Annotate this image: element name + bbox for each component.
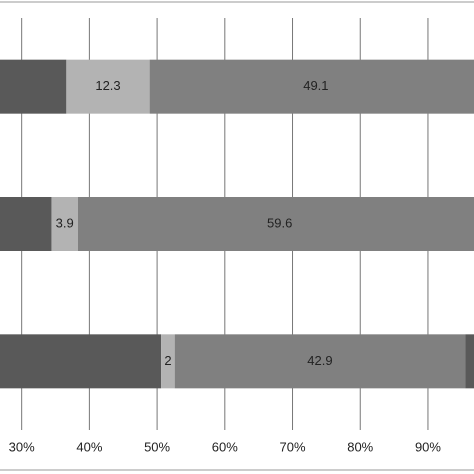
- bar-segment: [66, 59, 150, 114]
- data-label: 12.3: [95, 78, 120, 93]
- x-tick-label: 50%: [144, 439, 170, 454]
- data-label: 59.6: [267, 215, 292, 230]
- bar-segment: [0, 197, 52, 251]
- x-tick-label: 70%: [280, 439, 306, 454]
- data-label: 49.1: [303, 78, 328, 93]
- x-tick-label: 40%: [76, 439, 102, 454]
- bar-segment: [0, 59, 67, 114]
- data-label: 42.9: [307, 353, 332, 368]
- bar-segment: [149, 59, 474, 114]
- x-tick-label: 90%: [415, 439, 441, 454]
- bar-segment: [77, 197, 474, 251]
- data-label: 3.9: [56, 215, 74, 230]
- bar-segment: [51, 197, 78, 251]
- bar-segment: [174, 334, 466, 389]
- x-tick-label: 80%: [347, 439, 373, 454]
- bar-segment: [465, 334, 474, 389]
- bar-segment: [0, 334, 162, 389]
- bar-segment: [161, 334, 175, 389]
- x-tick-label: 30%: [9, 439, 35, 454]
- x-tick-label: 60%: [212, 439, 238, 454]
- data-label: 2: [164, 353, 171, 368]
